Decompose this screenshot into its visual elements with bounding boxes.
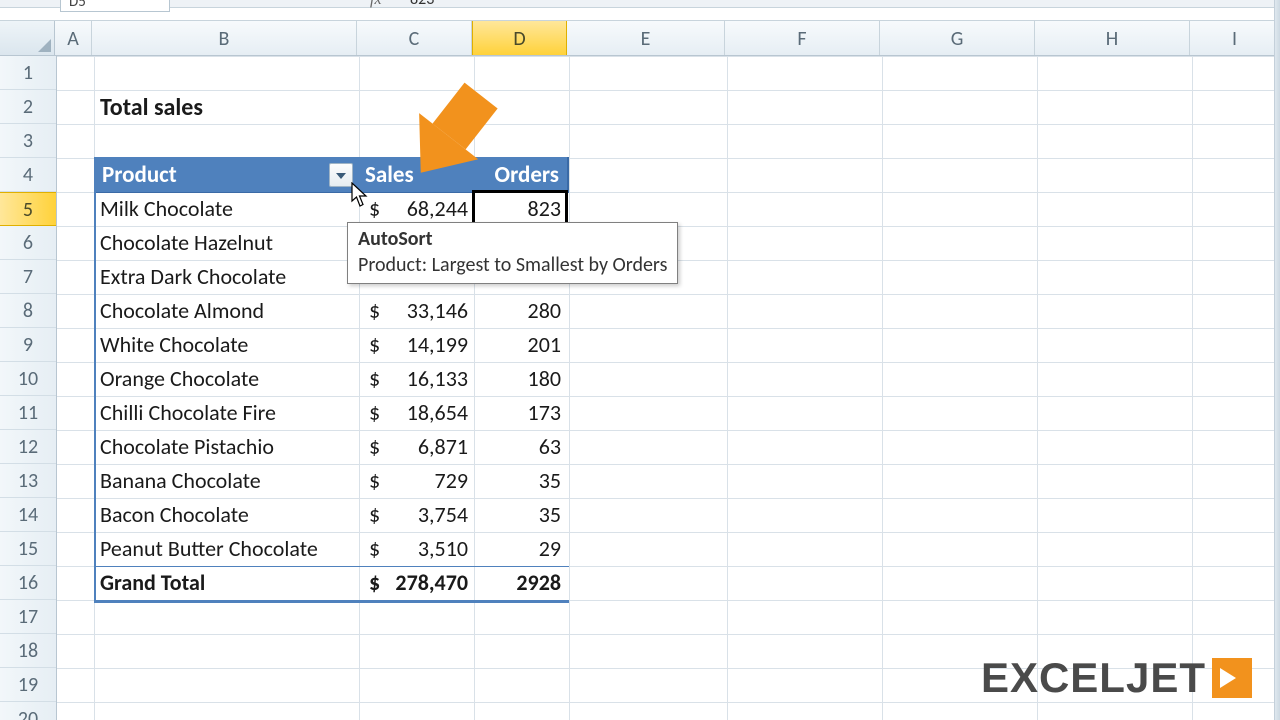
logo-text: EXCELJET bbox=[981, 654, 1206, 702]
column-header-A[interactable]: A bbox=[55, 21, 92, 55]
tooltip-body: Product: Largest to Smallest by Orders bbox=[358, 253, 667, 277]
sales-cell: 3,754 bbox=[359, 498, 468, 532]
orders-cell: 35 bbox=[474, 464, 561, 498]
row-headers: 1234567891011121314151617181920 bbox=[0, 56, 57, 720]
row-header-14[interactable]: 14 bbox=[0, 498, 56, 532]
row-header-3[interactable]: 3 bbox=[0, 124, 56, 158]
column-header-G[interactable]: G bbox=[880, 21, 1035, 55]
autosort-tooltip: AutoSortProduct: Largest to Smallest by … bbox=[347, 222, 678, 284]
product-cell: Chocolate Hazelnut bbox=[100, 226, 273, 260]
product-cell: White Chocolate bbox=[100, 328, 248, 362]
sales-cell: 729 bbox=[359, 464, 468, 498]
sales-cell: 16,133 bbox=[359, 362, 468, 396]
product-cell: Chocolate Almond bbox=[100, 294, 264, 328]
row-header-13[interactable]: 13 bbox=[0, 464, 56, 498]
product-cell: Bacon Chocolate bbox=[100, 498, 249, 532]
row-header-8[interactable]: 8 bbox=[0, 294, 56, 328]
row-header-1[interactable]: 1 bbox=[0, 56, 56, 90]
grand-total-label: Grand Total bbox=[100, 566, 205, 600]
sales-cell: 3,510 bbox=[359, 532, 468, 566]
column-header-H[interactable]: H bbox=[1035, 21, 1190, 55]
row-header-17[interactable]: 17 bbox=[0, 600, 56, 634]
grand-total-sales: 278,470 bbox=[359, 566, 468, 600]
select-all-corner[interactable] bbox=[0, 21, 55, 55]
active-cell-selection bbox=[472, 190, 568, 225]
product-cell: Banana Chocolate bbox=[100, 464, 261, 498]
grand-total-orders: 2928 bbox=[474, 566, 561, 600]
product-cell: Orange Chocolate bbox=[100, 362, 259, 396]
product-cell: Extra Dark Chocolate bbox=[100, 260, 286, 294]
orders-cell: 180 bbox=[474, 362, 561, 396]
grand-total-border bbox=[94, 600, 569, 603]
formula-value[interactable]: 823 bbox=[410, 0, 434, 9]
row-header-2[interactable]: 2 bbox=[0, 90, 56, 124]
orders-cell: 201 bbox=[474, 328, 561, 362]
logo-mark-icon bbox=[1212, 658, 1252, 698]
name-box[interactable]: D5 bbox=[60, 0, 170, 12]
column-header-I[interactable]: I bbox=[1190, 21, 1280, 55]
column-header-B[interactable]: B bbox=[92, 21, 357, 55]
product-cell: Chocolate Pistachio bbox=[100, 430, 274, 464]
column-header-D[interactable]: D bbox=[472, 21, 567, 55]
row-header-7[interactable]: 7 bbox=[0, 260, 56, 294]
row-header-12[interactable]: 12 bbox=[0, 430, 56, 464]
row-header-6[interactable]: 6 bbox=[0, 226, 56, 260]
pivot-header-product[interactable]: Product bbox=[94, 157, 359, 193]
row-header-18[interactable]: 18 bbox=[0, 634, 56, 668]
orders-cell: 35 bbox=[474, 498, 561, 532]
tooltip-title: AutoSort bbox=[358, 227, 667, 251]
right-edge bbox=[1274, 0, 1280, 720]
pivot-filter-dropdown[interactable] bbox=[329, 163, 353, 187]
column-header-F[interactable]: F bbox=[725, 21, 880, 55]
callout-arrow-icon bbox=[369, 80, 519, 185]
row-header-15[interactable]: 15 bbox=[0, 532, 56, 566]
row-header-9[interactable]: 9 bbox=[0, 328, 56, 362]
formula-bar: D5 fx 823 bbox=[0, 0, 1280, 8]
row-header-16[interactable]: 16 bbox=[0, 566, 56, 600]
sales-cell: 18,654 bbox=[359, 396, 468, 430]
product-cell: Milk Chocolate bbox=[100, 192, 233, 226]
product-cell: Chilli Chocolate Fire bbox=[100, 396, 276, 430]
sales-cell: 33,146 bbox=[359, 294, 468, 328]
row-header-5[interactable]: 5 bbox=[0, 192, 56, 226]
orders-cell: 29 bbox=[474, 532, 561, 566]
sales-cell: 6,871 bbox=[359, 430, 468, 464]
exceljet-logo: EXCELJET bbox=[981, 654, 1252, 702]
column-header-E[interactable]: E bbox=[567, 21, 725, 55]
row-header-4[interactable]: 4 bbox=[0, 158, 56, 192]
title-cell: Total sales bbox=[100, 91, 203, 125]
orders-cell: 63 bbox=[474, 430, 561, 464]
sales-cell: 14,199 bbox=[359, 328, 468, 362]
worksheet-grid[interactable]: Total salesProductSalesOrdersMilk Chocol… bbox=[57, 56, 1280, 720]
row-header-11[interactable]: 11 bbox=[0, 396, 56, 430]
sales-cell: 68,244 bbox=[359, 192, 468, 226]
orders-cell: 173 bbox=[474, 396, 561, 430]
product-cell: Peanut Butter Chocolate bbox=[100, 532, 318, 566]
column-headers: ABCDEFGHI bbox=[0, 20, 1280, 56]
orders-cell: 280 bbox=[474, 294, 561, 328]
column-header-C[interactable]: C bbox=[357, 21, 472, 55]
fx-label[interactable]: fx bbox=[370, 0, 382, 9]
row-header-10[interactable]: 10 bbox=[0, 362, 56, 396]
row-header-20[interactable]: 20 bbox=[0, 702, 56, 720]
row-header-19[interactable]: 19 bbox=[0, 668, 56, 702]
